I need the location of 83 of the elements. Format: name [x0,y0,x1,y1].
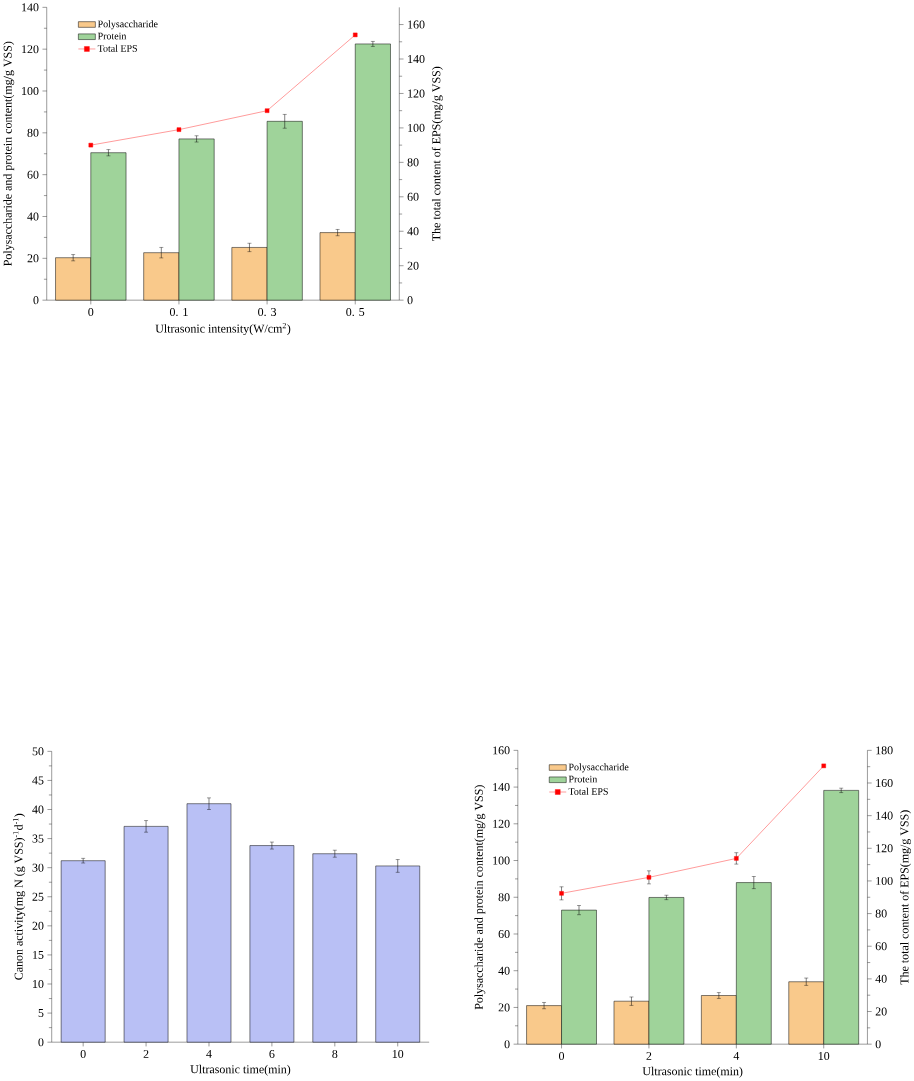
y2-tick-label: 140 [408,54,425,64]
y2-tick-label: 100 [408,123,425,132]
y-tick-label: 60 [27,170,39,179]
y-tick-label: 140 [21,3,39,12]
y2-tick-label: 140 [876,811,893,820]
y-tick-label: 120 [21,45,39,54]
x-tick-label: 0 [80,1049,86,1059]
y-tick-label: 140 [493,783,510,792]
x-tick-label: 0 [88,307,94,316]
y-tick-label: 10 [32,979,44,989]
x-axis-title: Ultrasonic time(min) [642,1066,743,1078]
y2-tick-label: 0 [875,1040,881,1049]
y2-tick-label: 160 [408,20,425,29]
y-tick-label: 35 [32,834,44,843]
y2-tick-label: 80 [407,158,419,167]
x-tick-label: 2 [143,1049,149,1058]
y2-tick-label: 120 [408,89,425,98]
y-tick-label: 0 [504,1040,510,1049]
y-tick-label: 20 [498,1003,510,1012]
y2-tick-label: 80 [875,909,887,918]
y-tick-label: 100 [493,856,510,865]
y-tick-label: 5 [38,1009,44,1018]
legend-label: Protein [97,32,127,40]
y-tick-label: 120 [493,819,510,828]
y-tick-label: 40 [498,966,510,975]
y-tick-label: 0 [38,1038,44,1047]
x-tick-label: 0. 3 [257,307,276,317]
y-tick-label: 80 [498,893,510,902]
x-tick-label: 6 [269,1049,275,1058]
x-tick-label: 2 [646,1051,652,1060]
y-tick-label: 60 [498,929,510,939]
y-tick-label: 80 [27,128,39,137]
y-axis-title: Polysaccharide and protein content(mg/g VSS) [474,785,486,1010]
legend-label: Polysaccharide [97,20,158,30]
y2-tick-label: 60 [407,192,419,201]
y-tick-label: 15 [32,950,44,959]
y2-axis-title: The total content of EPS(mg/g VSS) [431,66,443,241]
legend-label: Polysaccharide [568,763,629,773]
point [352,32,358,38]
y2-tick-label: 20 [875,1007,887,1016]
y2-tick-label: 20 [407,261,419,270]
x-tick-label: 4 [733,1051,740,1060]
legend-label: Total EPS [568,787,608,795]
point [646,875,651,880]
y-tick-label: 50 [32,747,44,756]
y2-tick-label: 120 [876,844,893,853]
point [176,127,182,132]
y-tick-label: 100 [21,86,39,96]
y-tick-label: 45 [32,776,44,785]
y-axis-title: Polysaccharide and protein content(mg/g VSS) [3,41,15,266]
x-tick-label: 0. 1 [169,307,188,317]
legend-label: Protein [568,775,597,783]
y2-tick-label: 180 [876,746,893,755]
y-axis-title: Canon activity(mg N (g VSS)$^{-1}$d$^{-1}$) [12,813,26,980]
y2-tick-label: 160 [876,778,893,788]
x-tick-label: 10 [818,1051,830,1060]
y-tick-label: 0 [33,296,39,305]
y-tick-label: 20 [27,254,39,263]
x-axis-title: Ultrasonic intensity(W/cm$^{2}$) [155,322,291,336]
y-tick-label: 25 [32,892,44,901]
y-tick-label: 30 [32,863,44,872]
x-tick-label: 4 [206,1049,212,1058]
legend-label: Total EPS [97,44,137,52]
x-tick-label: 8 [332,1049,338,1059]
point [821,763,826,769]
y2-axis-title: The total content of EPS(mg/g VSS) [899,810,911,985]
x-tick-label: 0 [558,1051,564,1060]
y-tick-label: 40 [32,805,44,814]
y2-tick-label: 0 [407,296,413,305]
y2-tick-label: 60 [875,942,887,951]
y-tick-label: 20 [32,921,44,930]
point [734,856,739,861]
y2-tick-label: 40 [407,227,419,236]
point [88,142,93,148]
x-tick-label: 0. 5 [346,307,365,317]
x-axis-title: Ultrasonic time(min) [190,1064,291,1076]
y-tick-label: 160 [493,746,510,755]
y2-tick-label: 40 [875,974,887,983]
x-tick-label: 10 [392,1049,404,1059]
y2-tick-label: 100 [876,876,893,885]
point [264,108,270,113]
y-tick-label: 40 [27,212,39,221]
point [559,891,564,896]
